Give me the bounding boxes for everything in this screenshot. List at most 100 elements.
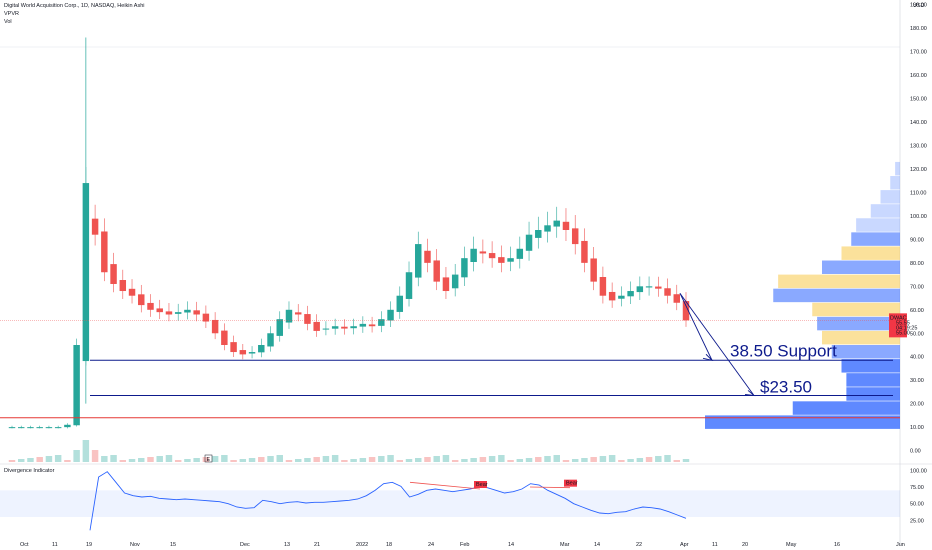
badge-countdown: 04:19:25: [896, 325, 917, 331]
candle-body: [396, 295, 404, 312]
arrow-to-support: [679, 293, 713, 361]
annotation-target: $23.50: [760, 377, 812, 396]
volume-bar: [18, 459, 25, 462]
candle-body: [54, 427, 62, 429]
volume-bar: [479, 457, 487, 462]
indicator-vpvr-label[interactable]: VPVR: [4, 11, 19, 17]
volume-bar: [470, 458, 477, 462]
indicator-vol-label[interactable]: Vol: [4, 19, 12, 25]
volume-bar: [174, 460, 182, 462]
volume-bar: [405, 459, 413, 462]
oscillator-tick: 100.00: [910, 468, 927, 474]
y-tick-label: 70.00: [910, 284, 924, 290]
y-tick-label: 130.00: [910, 144, 927, 150]
volume-bar: [608, 455, 616, 462]
volume-bar: [673, 460, 680, 462]
candle-body: [193, 310, 200, 315]
vpvr-bar: [817, 316, 900, 331]
vpvr-bar: [778, 274, 900, 289]
volume-bar: [516, 459, 524, 462]
candle-body: [91, 218, 99, 235]
oscillator-tick: 25.00: [910, 518, 924, 524]
y-tick-label: 150.00: [910, 97, 927, 103]
bear-label-box: [564, 479, 577, 487]
arrow-to-target: [679, 293, 755, 396]
y-tick-label: 50.00: [910, 331, 924, 337]
volume-bar: [525, 458, 533, 462]
vpvr-bar: [822, 260, 900, 274]
vpvr-bar: [822, 330, 900, 345]
candle-body: [479, 251, 487, 254]
candle-body: [230, 342, 237, 353]
volume-bar: [424, 457, 431, 462]
candle-body: [488, 253, 496, 259]
volume-bar: [461, 459, 468, 462]
y-tick-label: 190.00: [910, 3, 927, 9]
candle-body: [138, 294, 145, 306]
candle-body: [64, 424, 71, 428]
badge-current: 55.00: [896, 330, 910, 336]
divergence-line-2: [529, 486, 571, 489]
x-tick-label: 11: [712, 542, 718, 548]
candle-body: [128, 288, 136, 296]
x-tick-label: 22: [636, 542, 642, 548]
candle-body: [221, 330, 228, 345]
vpvr-bar: [773, 288, 900, 303]
volume-bar: [535, 457, 542, 462]
volume-bar: [571, 459, 579, 462]
candle-body: [36, 427, 43, 429]
candle-body: [590, 258, 597, 282]
y-tick-label: 20.00: [910, 402, 924, 408]
candle-body: [451, 274, 459, 289]
candle-body: [258, 345, 265, 353]
volume-bar: [488, 456, 496, 462]
volume-bar: [433, 456, 440, 462]
vpvr-bar: [846, 373, 900, 387]
candle-body: [618, 295, 625, 299]
oscillator-tick: 50.00: [910, 502, 924, 508]
x-tick-label: 21: [314, 542, 320, 548]
candle-body: [359, 323, 367, 327]
vpvr-bar: [895, 161, 900, 176]
vpvr-bar: [792, 401, 900, 415]
volume-bar: [368, 457, 376, 462]
y-tick-label: 120.00: [910, 167, 927, 173]
candle-body: [664, 288, 671, 296]
volume-bar: [36, 457, 43, 462]
volume-bar: [267, 456, 274, 462]
volume-bar: [590, 457, 597, 462]
arrowhead-target: [744, 390, 756, 397]
candle-body: [304, 314, 311, 324]
annotation-support: 38.50 Support: [730, 341, 837, 360]
divergence-line-1: [409, 481, 481, 490]
candle-body: [267, 333, 274, 347]
volume-bar: [258, 457, 265, 462]
candle-body: [378, 319, 385, 326]
bear-label: Bear: [566, 481, 578, 487]
volume-bar: [91, 450, 99, 462]
y-tick-label: 30.00: [910, 378, 924, 384]
x-tick-label: Jun: [896, 542, 905, 548]
volume-bar: [294, 459, 302, 462]
volume-bar: [544, 456, 551, 462]
candle-body: [147, 302, 154, 310]
volume-bar: [239, 459, 247, 462]
candle-body: [498, 257, 505, 263]
candle-body: [174, 312, 182, 314]
y-tick-label: 170.00: [910, 50, 927, 56]
volume-bar: [331, 455, 339, 462]
volume-bar: [682, 459, 690, 462]
volume-bar: [304, 458, 311, 462]
y-tick-label: 140.00: [910, 120, 927, 126]
candle-body: [341, 326, 348, 329]
x-tick-label: May: [786, 542, 797, 548]
volume-bar: [248, 458, 256, 462]
x-tick-label: Mar: [560, 542, 570, 548]
volume-bar: [202, 457, 210, 462]
volume-bar: [562, 460, 570, 462]
candle-body: [184, 309, 191, 313]
y-tick-label: 60.00: [910, 308, 924, 314]
volume-bar: [378, 456, 385, 462]
volume-bar: [396, 460, 404, 462]
